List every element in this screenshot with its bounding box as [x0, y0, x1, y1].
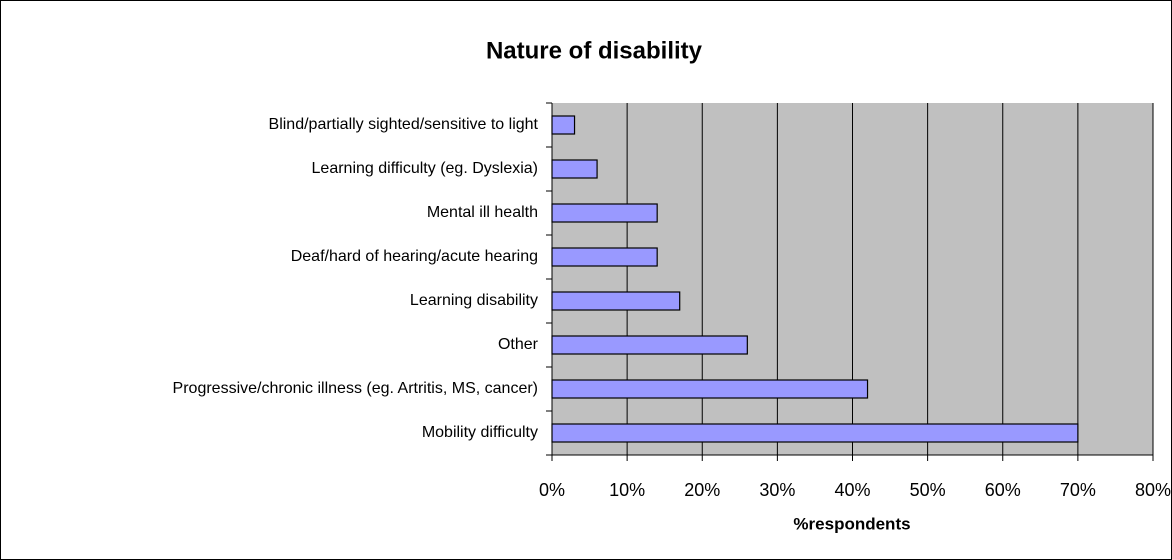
x-tick-label: 80% [1135, 480, 1171, 500]
x-tick-label: 50% [910, 480, 946, 500]
x-tick-label: 40% [834, 480, 870, 500]
bar [551, 423, 1079, 443]
y-tick-label: Progressive/chronic illness (eg. Artriti… [173, 380, 538, 397]
y-tick-label: Blind/partially sighted/sensitive to lig… [269, 116, 539, 133]
y-tick-label: Other [498, 336, 539, 353]
x-tick-label: 0% [539, 480, 565, 500]
x-tick-label: 70% [1060, 480, 1096, 500]
bar [551, 379, 869, 399]
bar [551, 203, 658, 223]
y-tick-label: Mobility difficulty [422, 424, 538, 441]
x-tick-label: 60% [985, 480, 1021, 500]
y-tick-label: Deaf/hard of hearing/acute hearing [291, 248, 538, 265]
bar [551, 115, 576, 135]
y-tick-label: Learning difficulty (eg. Dyslexia) [312, 160, 538, 177]
y-tick-label: Learning disability [410, 292, 538, 309]
chart-title: Nature of disability [486, 37, 703, 64]
y-tick-label: Mental ill health [427, 204, 538, 221]
x-axis-label: %respondents [793, 514, 910, 533]
bar [551, 247, 658, 267]
x-tick-label: 30% [759, 480, 795, 500]
bar [551, 159, 598, 179]
bar [551, 291, 681, 311]
x-tick-label: 20% [684, 480, 720, 500]
x-tick-label: 10% [609, 480, 645, 500]
bar [551, 335, 748, 355]
